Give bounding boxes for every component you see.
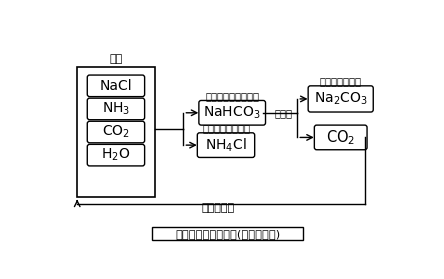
Text: 原料: 原料 bbox=[109, 54, 123, 64]
Text: $\mathregular{NH_3}$: $\mathregular{NH_3}$ bbox=[102, 101, 130, 117]
Bar bbox=[152, 227, 303, 240]
FancyBboxPatch shape bbox=[314, 125, 367, 150]
FancyBboxPatch shape bbox=[87, 144, 145, 166]
FancyBboxPatch shape bbox=[87, 98, 145, 120]
Text: 回収再利用: 回収再利用 bbox=[202, 203, 235, 213]
Text: $\mathregular{CO_2}$: $\mathregular{CO_2}$ bbox=[102, 124, 130, 140]
Text: 炭酸ナトリウム: 炭酸ナトリウム bbox=[320, 77, 362, 86]
Text: $\mathregular{CO_2}$: $\mathregular{CO_2}$ bbox=[326, 128, 355, 147]
Text: NaCl: NaCl bbox=[99, 79, 132, 93]
Bar bbox=[77, 67, 155, 197]
FancyBboxPatch shape bbox=[199, 100, 266, 125]
FancyBboxPatch shape bbox=[87, 75, 145, 97]
FancyBboxPatch shape bbox=[308, 86, 373, 112]
Text: $\mathregular{NH_4Cl}$: $\mathregular{NH_4Cl}$ bbox=[205, 136, 247, 154]
Text: 熱分解: 熱分解 bbox=[274, 108, 292, 118]
Text: アンモニアソーダ法(ソルベー法): アンモニアソーダ法(ソルベー法) bbox=[175, 229, 280, 239]
Text: 炭酸水素ナトリウム: 炭酸水素ナトリウム bbox=[205, 91, 259, 101]
FancyBboxPatch shape bbox=[87, 121, 145, 143]
Text: $\mathregular{H_2O}$: $\mathregular{H_2O}$ bbox=[101, 147, 131, 163]
Text: $\mathregular{Na_2CO_3}$: $\mathregular{Na_2CO_3}$ bbox=[314, 91, 368, 107]
FancyBboxPatch shape bbox=[197, 133, 255, 157]
Text: 塩化アンモニウム: 塩化アンモニウム bbox=[202, 124, 250, 134]
Text: $\mathregular{NaHCO_3}$: $\mathregular{NaHCO_3}$ bbox=[203, 105, 261, 121]
